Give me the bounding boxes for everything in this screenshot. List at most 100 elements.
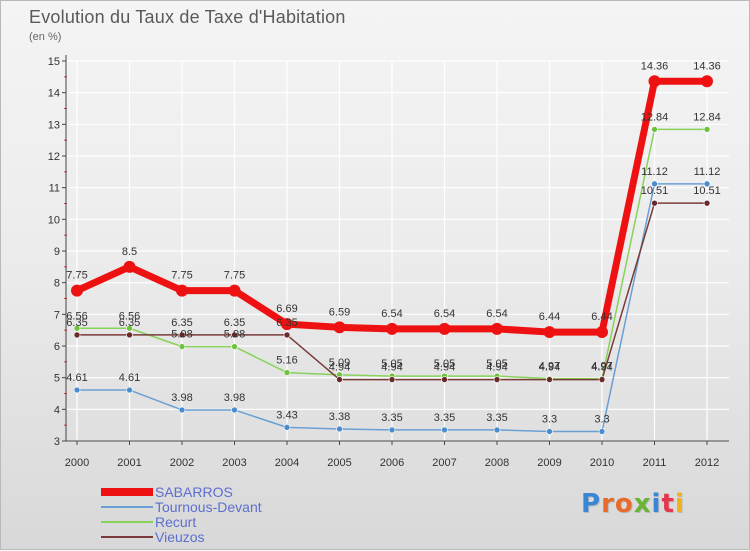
data-point-sabarros — [491, 322, 503, 335]
data-label-tournous-devant: 3.3 — [542, 414, 557, 426]
series-sabarros — [71, 75, 713, 339]
x-tick-label: 2011 — [643, 457, 667, 469]
data-label-vieuzos: 4.94 — [329, 362, 350, 374]
data-label-tournous-devant: 3.35 — [381, 412, 402, 424]
data-label-vieuzos: 4.94 — [486, 362, 507, 374]
data-point-tournous-devant — [178, 406, 186, 414]
data-point-tournous-devant — [231, 406, 238, 414]
y-tick-label: 15 — [48, 56, 60, 68]
data-label-sabarros: 6.54 — [486, 308, 507, 320]
data-point-sabarros — [648, 75, 661, 88]
data-label-tournous-devant: 3.38 — [329, 411, 350, 423]
data-label-vieuzos: 4.94 — [539, 362, 560, 374]
data-point-recurt — [651, 126, 658, 133]
data-label-recurt: 5.16 — [276, 355, 297, 367]
data-label-tournous-devant: 3.35 — [434, 412, 455, 424]
data-label-vieuzos: 10.51 — [641, 185, 669, 197]
data-point-sabarros — [438, 322, 451, 335]
x-tick-label: 2010 — [590, 457, 614, 469]
data-point-vieuzos — [178, 331, 186, 339]
data-point-sabarros — [596, 326, 608, 339]
data-point-vieuzos — [231, 331, 238, 339]
data-point-sabarros — [333, 321, 346, 334]
legend-label: Vieuzos — [155, 529, 205, 545]
data-label-vieuzos: 6.35 — [171, 317, 192, 329]
series-group — [71, 75, 713, 435]
data-point-vieuzos — [388, 376, 396, 383]
data-point-vieuzos — [546, 376, 553, 383]
y-tick-label: 9 — [54, 246, 60, 258]
data-point-tournous-devant — [651, 180, 658, 188]
data-label-sabarros: 6.44 — [591, 311, 612, 323]
data-label-sabarros: 6.69 — [276, 303, 297, 315]
data-label-recurt: 5.05 — [434, 358, 455, 370]
legend-swatch — [101, 536, 153, 538]
data-label-recurt: 5.09 — [329, 357, 350, 369]
chart-title: Evolution du Taux de Taxe d'Habitation — [29, 7, 346, 27]
y-tick-label: 4 — [54, 404, 60, 416]
data-point-recurt — [126, 324, 133, 332]
data-label-tournous-devant: 3.43 — [276, 409, 297, 421]
data-point-tournous-devant — [493, 426, 501, 434]
data-label-recurt: 5.98 — [171, 329, 192, 341]
x-tick-label: 2002 — [170, 457, 194, 469]
data-label-recurt: 12.84 — [641, 111, 669, 123]
data-label-vieuzos: 6.35 — [66, 317, 87, 329]
x-tick-label: 2006 — [380, 457, 404, 469]
data-point-vieuzos — [598, 376, 606, 383]
data-point-tournous-devant — [546, 428, 553, 435]
y-tick-label: 12 — [48, 151, 60, 163]
data-label-recurt: 4.97 — [591, 361, 612, 373]
data-label-sabarros: 6.54 — [434, 308, 455, 320]
y-tick-label: 8 — [54, 278, 60, 290]
data-point-vieuzos — [651, 199, 658, 207]
data-label-tournous-devant: 3.98 — [224, 392, 245, 404]
data-labels: 4.61 4.61 3.98 3.98 3.43 3.38 3.35 3.35 3.35 3.3 3… — [66, 60, 720, 425]
legend-swatch — [101, 488, 153, 496]
legend-label: Recurt — [155, 514, 197, 530]
legend-swatch — [101, 506, 153, 508]
data-label-sabarros: 6.59 — [329, 306, 350, 318]
data-label-vieuzos: 6.35 — [276, 317, 297, 329]
data-label-tournous-devant: 3.3 — [594, 414, 609, 426]
x-tick-label: 2005 — [327, 457, 351, 469]
data-point-vieuzos — [493, 376, 501, 383]
legend-label: Tournous-Devant — [155, 499, 262, 515]
y-tick-label: 14 — [48, 88, 60, 100]
proxiti-logo: Proxiti — [581, 489, 685, 519]
data-point-sabarros — [176, 284, 188, 297]
y-tick-label: 6 — [54, 341, 60, 353]
data-label-tournous-devant: 11.12 — [694, 166, 721, 178]
data-label-sabarros: 14.36 — [641, 60, 669, 72]
data-label-sabarros: 8.5 — [122, 246, 137, 258]
data-label-tournous-devant: 4.61 — [119, 372, 140, 384]
data-point-vieuzos — [336, 376, 343, 383]
data-point-recurt — [283, 369, 291, 376]
data-point-vieuzos — [126, 331, 133, 339]
legend-label: SABARROS — [155, 484, 233, 500]
data-point-sabarros — [228, 284, 241, 297]
data-label-vieuzos: 4.94 — [591, 362, 612, 374]
y-tick-label: 7 — [54, 309, 60, 321]
data-point-sabarros — [543, 326, 556, 339]
data-point-vieuzos — [441, 376, 448, 383]
data-label-sabarros: 7.75 — [171, 270, 192, 282]
data-point-sabarros — [71, 284, 83, 297]
x-tick-label: 2003 — [222, 457, 246, 469]
data-label-recurt: 6.56 — [119, 310, 140, 322]
data-label-sabarros: 7.75 — [66, 270, 87, 282]
data-point-recurt — [703, 126, 711, 133]
data-point-recurt — [73, 324, 81, 332]
x-tick-label: 2004 — [275, 457, 299, 469]
y-tick-label: 3 — [54, 436, 60, 448]
data-label-tournous-devant: 11.12 — [641, 166, 668, 178]
data-point-tournous-devant — [441, 426, 448, 434]
axes: 3 4 5 6 7 8 9 10 11 12 13 14 15 2000 2001 2002 2003 2004 2… — [48, 55, 729, 469]
unit-label: (en %) — [29, 31, 62, 43]
data-point-tournous-devant — [336, 425, 343, 433]
data-point-recurt — [231, 343, 238, 350]
x-tick-label: 2008 — [485, 457, 509, 469]
data-point-sabarros — [386, 322, 398, 335]
